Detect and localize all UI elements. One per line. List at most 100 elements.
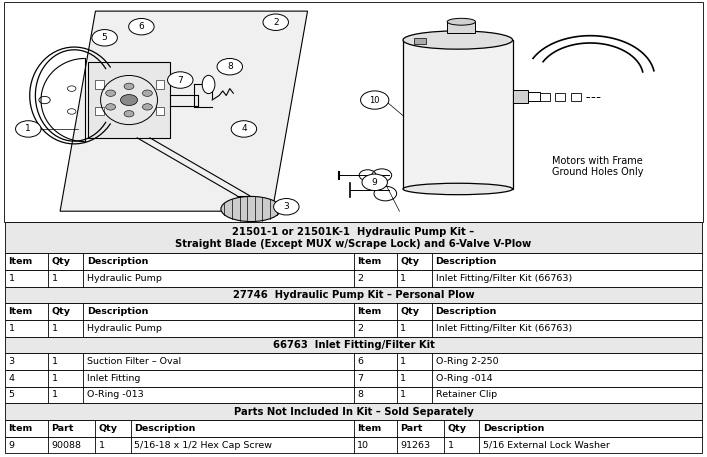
Text: Description: Description — [134, 424, 196, 433]
Bar — [528, 92, 539, 101]
Circle shape — [92, 30, 117, 46]
Text: 1: 1 — [52, 324, 57, 333]
Text: Qty: Qty — [52, 257, 71, 266]
Text: Description: Description — [87, 257, 148, 266]
Bar — [5, 253, 702, 270]
Text: 21501-1 or 21501K-1  Hydraulic Pump Kit –
Straight Blade (Except MUX w/Scrape Lo: 21501-1 or 21501K-1 Hydraulic Pump Kit –… — [175, 227, 532, 249]
Text: 66763  Inlet Fitting/Filter Kit: 66763 Inlet Fitting/Filter Kit — [273, 340, 434, 350]
Bar — [5, 222, 702, 253]
Ellipse shape — [448, 18, 475, 25]
Text: Inlet Fitting/Filter Kit (66763): Inlet Fitting/Filter Kit (66763) — [436, 324, 572, 333]
Circle shape — [106, 104, 116, 110]
Bar — [5, 420, 702, 437]
Circle shape — [362, 174, 387, 191]
Text: Item: Item — [8, 424, 33, 433]
Bar — [403, 40, 513, 189]
Text: Item: Item — [357, 257, 381, 266]
Ellipse shape — [403, 183, 513, 195]
Bar — [156, 80, 164, 89]
Bar — [5, 437, 702, 453]
Text: 1: 1 — [99, 441, 105, 450]
Circle shape — [124, 111, 134, 117]
Text: 6: 6 — [357, 357, 363, 366]
Text: 90088: 90088 — [52, 441, 81, 450]
Text: 1: 1 — [52, 374, 57, 383]
Ellipse shape — [221, 197, 281, 222]
Text: 1: 1 — [400, 374, 406, 383]
Bar — [5, 404, 702, 420]
Text: Item: Item — [357, 424, 381, 433]
Bar — [414, 38, 426, 44]
Text: Retainer Clip: Retainer Clip — [436, 390, 496, 399]
Text: 1: 1 — [52, 274, 57, 283]
Bar — [5, 336, 702, 353]
Text: 3: 3 — [284, 202, 289, 211]
Circle shape — [124, 83, 134, 90]
Text: 5/16-18 x 1/2 Hex Cap Screw: 5/16-18 x 1/2 Hex Cap Screw — [134, 441, 272, 450]
Text: Description: Description — [87, 307, 148, 316]
Text: 10: 10 — [370, 96, 380, 105]
Ellipse shape — [202, 75, 215, 94]
Bar — [95, 107, 104, 115]
Text: Qty: Qty — [400, 307, 419, 316]
Bar — [571, 92, 580, 101]
Bar — [88, 62, 170, 138]
Text: 1: 1 — [448, 441, 453, 450]
Text: 2: 2 — [273, 18, 279, 27]
Bar — [5, 387, 702, 404]
Text: 1: 1 — [8, 274, 14, 283]
Text: Qty: Qty — [400, 257, 419, 266]
Text: 27746  Hydraulic Pump Kit – Personal Plow: 27746 Hydraulic Pump Kit – Personal Plow — [233, 290, 474, 300]
Text: 91263: 91263 — [400, 441, 431, 450]
Text: Item: Item — [8, 257, 33, 266]
Bar — [5, 303, 702, 320]
Text: Inlet Fitting: Inlet Fitting — [87, 374, 140, 383]
Circle shape — [16, 121, 41, 137]
Text: Inlet Fitting/Filter Kit (66763): Inlet Fitting/Filter Kit (66763) — [436, 274, 572, 283]
Circle shape — [361, 91, 389, 109]
Text: 1: 1 — [52, 357, 57, 366]
Bar — [156, 107, 164, 115]
Circle shape — [263, 14, 288, 31]
Ellipse shape — [403, 31, 513, 49]
Bar — [5, 353, 702, 370]
Text: 4: 4 — [8, 374, 14, 383]
Text: Description: Description — [483, 424, 544, 433]
Polygon shape — [60, 11, 308, 211]
Text: 1: 1 — [400, 390, 406, 399]
Text: 1: 1 — [8, 324, 14, 333]
Text: O-Ring 2-250: O-Ring 2-250 — [436, 357, 498, 366]
Circle shape — [106, 90, 116, 96]
Circle shape — [142, 104, 152, 110]
Text: 5: 5 — [102, 33, 107, 43]
Text: 9: 9 — [372, 178, 378, 187]
Bar — [95, 80, 104, 89]
Text: 4: 4 — [241, 124, 247, 133]
Text: Parts Not Included In Kit – Sold Separately: Parts Not Included In Kit – Sold Separat… — [233, 407, 474, 417]
Text: 9: 9 — [8, 441, 14, 450]
Text: Part: Part — [52, 424, 74, 433]
Text: O-Ring -014: O-Ring -014 — [436, 374, 492, 383]
Bar — [5, 270, 702, 287]
Text: Motors with Frame
Ground Holes Only: Motors with Frame Ground Holes Only — [551, 156, 643, 177]
Text: 1: 1 — [400, 357, 406, 366]
Text: Hydraulic Pump: Hydraulic Pump — [87, 274, 162, 283]
Circle shape — [129, 18, 154, 35]
Text: 7: 7 — [177, 75, 183, 85]
Text: Description: Description — [436, 257, 497, 266]
Text: 5/16 External Lock Washer: 5/16 External Lock Washer — [483, 441, 609, 450]
Text: 1: 1 — [52, 390, 57, 399]
Circle shape — [142, 90, 152, 96]
Text: 8: 8 — [227, 62, 233, 71]
Circle shape — [231, 121, 257, 137]
Text: 2: 2 — [357, 274, 363, 283]
Text: 1: 1 — [400, 274, 406, 283]
Circle shape — [120, 95, 138, 106]
Text: Suction Filter – Oval: Suction Filter – Oval — [87, 357, 181, 366]
Text: 7: 7 — [357, 374, 363, 383]
Text: Description: Description — [436, 307, 497, 316]
Bar — [5, 370, 702, 387]
Bar — [555, 92, 565, 101]
Bar — [4, 2, 703, 222]
Circle shape — [168, 72, 193, 88]
